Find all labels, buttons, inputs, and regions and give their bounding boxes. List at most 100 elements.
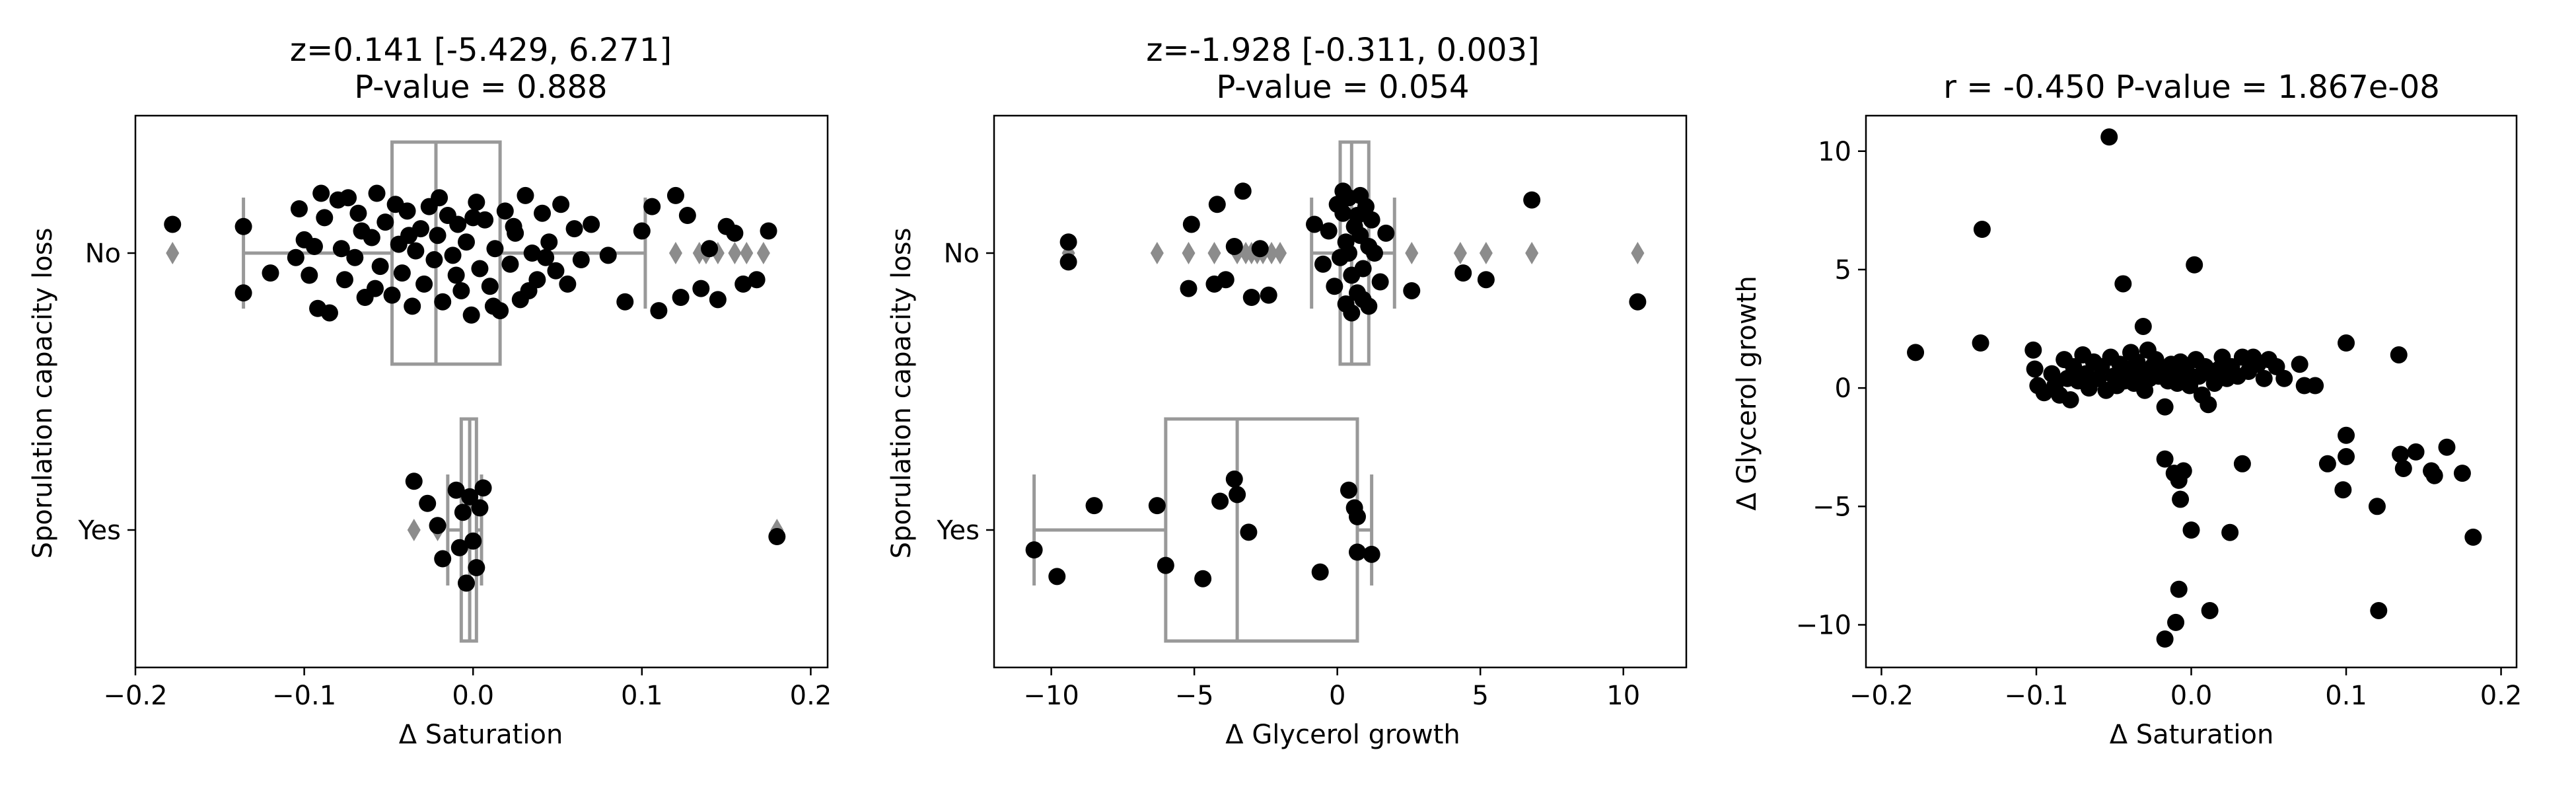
panel1-y-ticks: No Yes	[77, 239, 135, 546]
data-point	[1194, 570, 1212, 587]
data-point	[1340, 245, 1357, 262]
data-point	[2453, 465, 2471, 482]
data-point	[2172, 490, 2190, 508]
y-tick-label: No	[85, 239, 121, 269]
data-point	[643, 198, 661, 215]
panel2-x-axis-label: Δ Glycerol growth	[1225, 720, 1460, 750]
data-point	[1348, 207, 1366, 225]
data-point	[481, 278, 499, 295]
data-point	[431, 189, 448, 207]
data-point	[332, 240, 350, 258]
x-tick-label: −0.2	[103, 681, 167, 711]
data-point	[1225, 470, 1243, 488]
outlier-marker	[407, 519, 421, 541]
data-point	[468, 193, 485, 211]
data-point	[1260, 286, 1277, 304]
data-point	[1048, 568, 1066, 585]
data-point	[1180, 280, 1198, 297]
data-point	[457, 233, 475, 251]
data-point	[726, 224, 744, 242]
panel1-title-line1: z=0.141 [-5.429, 6.271]	[290, 32, 672, 69]
panel2-x-ticks: −10 −5 0 5 10	[1023, 667, 1640, 711]
data-point	[452, 282, 470, 299]
data-point	[464, 532, 482, 550]
data-point	[316, 209, 334, 227]
data-point	[301, 266, 318, 284]
data-point	[1343, 304, 1361, 322]
data-point	[2233, 455, 2251, 472]
data-point	[2156, 630, 2174, 648]
data-point	[405, 472, 423, 490]
y-tick-label: −10	[1796, 610, 1851, 640]
data-point	[1320, 222, 1338, 240]
data-point	[1334, 204, 1352, 222]
data-point	[366, 280, 384, 297]
data-point	[2275, 369, 2293, 387]
data-point	[1059, 253, 1077, 271]
panel3-y-ticks: −10 −5 0 5 10	[1796, 137, 1866, 640]
data-point	[517, 186, 534, 204]
data-point	[2167, 613, 2185, 631]
data-point	[572, 251, 590, 269]
x-tick-label: 0.1	[621, 681, 663, 711]
data-point	[340, 189, 357, 207]
data-point	[616, 293, 634, 311]
data-point	[234, 217, 252, 235]
panel-scatter: r = -0.450 P-value = 1.867e-08 −0.2 −0.1 0…	[1732, 69, 2522, 750]
data-point	[468, 558, 485, 576]
x-tick-label: −10	[1023, 681, 1079, 711]
data-point	[748, 271, 766, 289]
data-point	[650, 302, 668, 320]
data-point	[312, 184, 330, 202]
data-point	[1229, 486, 1246, 504]
data-point	[1340, 481, 1357, 499]
data-point	[2407, 443, 2425, 461]
data-point	[1157, 556, 1174, 574]
data-point	[565, 220, 583, 238]
data-point	[1225, 237, 1243, 255]
data-point	[505, 217, 522, 235]
outlier-marker	[1405, 242, 1419, 264]
data-point	[1354, 291, 1372, 309]
x-tick-label: 0.2	[2480, 681, 2522, 711]
data-point	[447, 481, 465, 499]
x-tick-label: 0.0	[452, 681, 494, 711]
data-point	[363, 229, 380, 246]
data-point	[2182, 521, 2200, 539]
data-point	[1973, 221, 1991, 239]
data-point	[376, 213, 394, 231]
data-point	[2200, 396, 2217, 414]
data-point	[1251, 240, 1269, 258]
data-point	[1242, 289, 1260, 306]
x-tick-label: 0	[1329, 681, 1345, 711]
data-point	[471, 499, 489, 517]
panel-saturation-box: z=0.141 [-5.429, 6.271] P-value = 0.888 …	[28, 32, 832, 750]
data-point	[2338, 426, 2355, 444]
data-point	[760, 222, 777, 240]
data-point	[1454, 264, 1472, 282]
data-point	[1377, 224, 1395, 242]
data-point	[1326, 278, 1343, 295]
outlier-marker	[1525, 242, 1539, 264]
outlier-marker	[1453, 242, 1467, 264]
data-point	[1314, 255, 1332, 273]
data-point	[349, 204, 367, 222]
outlier-marker	[740, 242, 754, 264]
x-tick-label: −0.1	[272, 681, 336, 711]
data-point	[1148, 497, 1166, 515]
data-point	[552, 196, 570, 213]
x-tick-label: 0.1	[2325, 681, 2367, 711]
data-point	[672, 289, 690, 306]
data-point	[1348, 543, 1366, 561]
data-point	[398, 202, 416, 220]
data-point	[457, 574, 475, 592]
data-point	[447, 266, 465, 284]
data-point	[520, 282, 538, 299]
data-point	[2061, 391, 2079, 409]
panel2-plot-area	[993, 114, 1688, 669]
data-point	[1182, 215, 1200, 233]
x-tick-label: −5	[1175, 681, 1214, 711]
data-point	[404, 297, 421, 315]
data-point	[434, 293, 452, 311]
